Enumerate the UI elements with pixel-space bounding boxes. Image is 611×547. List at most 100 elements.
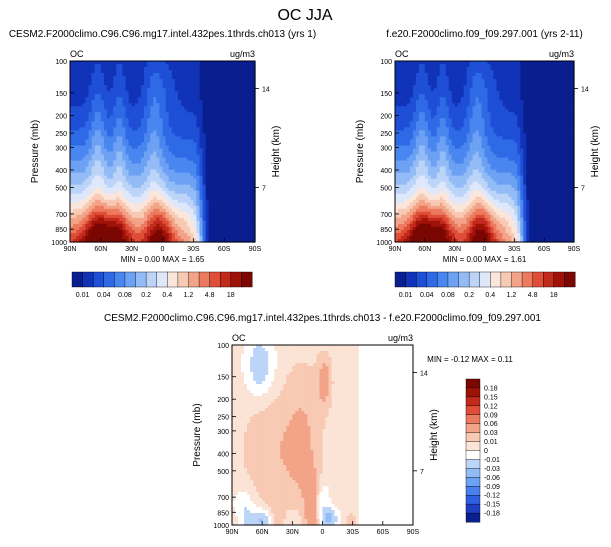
heatmap-cell xyxy=(221,118,225,122)
heatmap-cell xyxy=(248,160,253,165)
heatmap-cell xyxy=(448,85,453,89)
heatmap-cell xyxy=(454,82,459,86)
heatmap-cell xyxy=(445,64,450,68)
heatmap-cell xyxy=(165,136,170,141)
heatmap-cell xyxy=(165,154,170,159)
heatmap-cell xyxy=(418,97,423,101)
heatmap-cell xyxy=(85,124,90,128)
heatmap-cell xyxy=(94,187,99,192)
heatmap-cell xyxy=(221,133,225,138)
heatmap-cell xyxy=(502,82,506,86)
heatmap-cell xyxy=(70,208,74,213)
heatmap-cell xyxy=(526,82,530,86)
heatmap-cell xyxy=(196,97,201,101)
heatmap-cell xyxy=(150,64,154,68)
heatmap-cell xyxy=(239,94,244,98)
heatmap-cell xyxy=(119,229,124,234)
heatmap-cell xyxy=(122,151,127,156)
heatmap-cell xyxy=(395,124,399,128)
heatmap-cell xyxy=(529,94,533,98)
heatmap-cell xyxy=(107,82,111,86)
heatmap-cell xyxy=(230,151,235,156)
heatmap-cell xyxy=(433,82,438,86)
heatmap-cell xyxy=(451,70,456,74)
heatmap-cell xyxy=(103,64,108,68)
heatmap-cell xyxy=(85,115,90,119)
heatmap-cell xyxy=(168,175,173,180)
heatmap-cell xyxy=(224,112,228,116)
heatmap-cell xyxy=(128,232,133,237)
heatmap-cell xyxy=(107,118,111,122)
heatmap-cell xyxy=(131,157,136,162)
heatmap-cell xyxy=(91,94,96,98)
heatmap-cell xyxy=(397,100,402,104)
heatmap-cell xyxy=(119,85,124,89)
heatmap-cell xyxy=(239,154,244,159)
heatmap-cell xyxy=(454,109,459,113)
heatmap-cell xyxy=(147,109,151,113)
heatmap-cell xyxy=(224,124,228,128)
heatmap-cell xyxy=(150,229,154,234)
heatmap-cell xyxy=(251,223,256,228)
heatmap-cell xyxy=(94,139,99,144)
heatmap-cell xyxy=(116,85,120,89)
heatmap-cell xyxy=(171,220,176,225)
heatmap-cell xyxy=(436,61,441,65)
heatmap-cell xyxy=(131,109,136,113)
heatmap-cell xyxy=(448,88,453,92)
heatmap-cell xyxy=(559,64,563,68)
variable-label: OC xyxy=(70,49,84,59)
heatmap-cell xyxy=(208,121,213,125)
heatmap-cell xyxy=(418,70,423,74)
heatmap-cell xyxy=(205,226,210,231)
heatmap-cell xyxy=(116,199,120,204)
heatmap-cell xyxy=(541,106,545,110)
heatmap-cell xyxy=(445,85,450,89)
heatmap-cell xyxy=(251,202,256,207)
heatmap-cell xyxy=(184,187,188,192)
heatmap-cell xyxy=(190,109,194,113)
heatmap-cell xyxy=(82,235,87,240)
heatmap-cell xyxy=(227,187,231,192)
heatmap-cell xyxy=(171,127,176,131)
heatmap-cell xyxy=(430,97,435,101)
heatmap-cell xyxy=(128,181,133,186)
heatmap-cell xyxy=(113,154,117,159)
heatmap-cell xyxy=(475,61,480,65)
heatmap-cell xyxy=(122,160,127,165)
heatmap-cell xyxy=(103,169,108,174)
heatmap-cell xyxy=(116,187,120,192)
heatmap-cell xyxy=(478,82,483,86)
heatmap-cell xyxy=(119,163,124,168)
heatmap-cell xyxy=(544,97,548,101)
heatmap-cell xyxy=(159,79,164,83)
heatmap-cell xyxy=(76,148,80,153)
heatmap-cell xyxy=(499,67,503,71)
heatmap-cell xyxy=(144,232,148,237)
heatmap-cell xyxy=(233,151,238,156)
heatmap-cell xyxy=(165,178,170,183)
heatmap-cell xyxy=(221,199,225,204)
heatmap-cell xyxy=(116,208,120,213)
heatmap-cell xyxy=(97,145,102,150)
heatmap-cell xyxy=(150,187,154,192)
heatmap-cell xyxy=(541,64,545,68)
heatmap-cell xyxy=(187,205,191,210)
heatmap-cell xyxy=(156,61,161,65)
heatmap-cell xyxy=(403,118,408,122)
heatmap-cell xyxy=(79,118,83,122)
heatmap-cell xyxy=(236,178,241,183)
heatmap-cell xyxy=(451,103,456,107)
heatmap-cell xyxy=(79,184,83,189)
heatmap-cell xyxy=(463,121,468,125)
heatmap-cell xyxy=(70,124,74,128)
heatmap-cell xyxy=(478,67,483,71)
heatmap-cell xyxy=(236,205,241,210)
heatmap-cell xyxy=(153,100,157,104)
heatmap-cell xyxy=(430,121,435,125)
heatmap-cell xyxy=(199,67,204,71)
heatmap-cell xyxy=(436,82,441,86)
heatmap-cell xyxy=(475,97,480,101)
heatmap-cell xyxy=(239,169,244,174)
heatmap-cell xyxy=(113,232,117,237)
